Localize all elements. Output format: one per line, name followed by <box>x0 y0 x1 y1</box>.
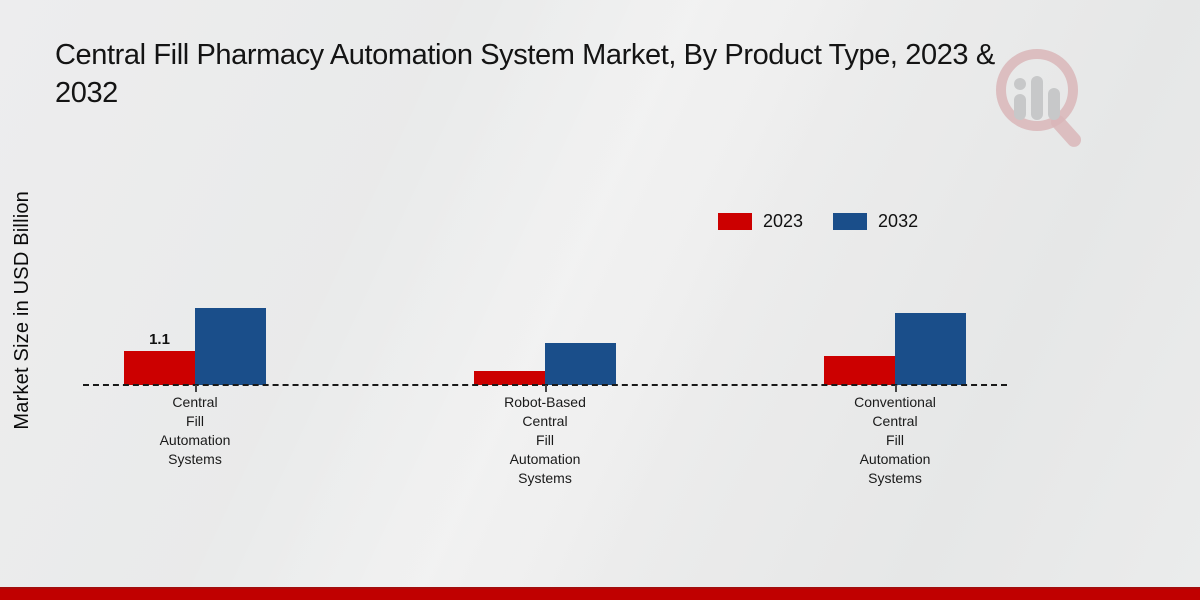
plot-area: 1.1 <box>83 200 1007 392</box>
x-axis-tick <box>545 385 547 392</box>
legend-label-2032: 2032 <box>878 211 919 231</box>
chart-title: Central Fill Pharmacy Automation System … <box>55 36 1135 112</box>
bar-2023-category-1 <box>474 371 545 385</box>
chart-title-line-1: Central Fill Pharmacy Automation System … <box>55 39 995 71</box>
chart-title-line-2: 2032 <box>55 77 118 109</box>
bar-2032-category-2 <box>895 313 966 385</box>
legend-swatch-2023 <box>718 213 752 230</box>
x-axis-tick <box>195 385 197 392</box>
footer-accent-bar <box>0 587 1200 600</box>
legend-swatch-2032 <box>833 213 868 230</box>
y-axis-label-container: Market Size in USD Billion <box>0 130 44 490</box>
legend-label-2023: 2023 <box>763 211 804 231</box>
chart-legend: 2023 2032 <box>718 211 918 232</box>
x-axis-tick <box>895 385 897 392</box>
legend-item-2023: 2023 <box>718 211 803 232</box>
bar-value-label: 1.1 <box>149 331 170 348</box>
magnifier-bar-chart-logo-icon <box>996 49 1082 147</box>
legend-item-2032: 2032 <box>833 211 918 232</box>
y-axis-label: Market Size in USD Billion <box>10 190 33 430</box>
x-axis-category-label-0: Central Fill Automation Systems <box>159 394 231 467</box>
bar-2023-category-0 <box>124 351 195 385</box>
bar-2032-category-1 <box>545 343 616 385</box>
bar-2032-category-0 <box>195 308 266 385</box>
x-axis-category-label-2: Conventional Central Fill Automation Systems <box>854 394 936 486</box>
bar-2023-category-2 <box>824 356 895 385</box>
x-axis-category-label-1: Robot-Based Central Fill Automation Systems <box>504 394 586 486</box>
